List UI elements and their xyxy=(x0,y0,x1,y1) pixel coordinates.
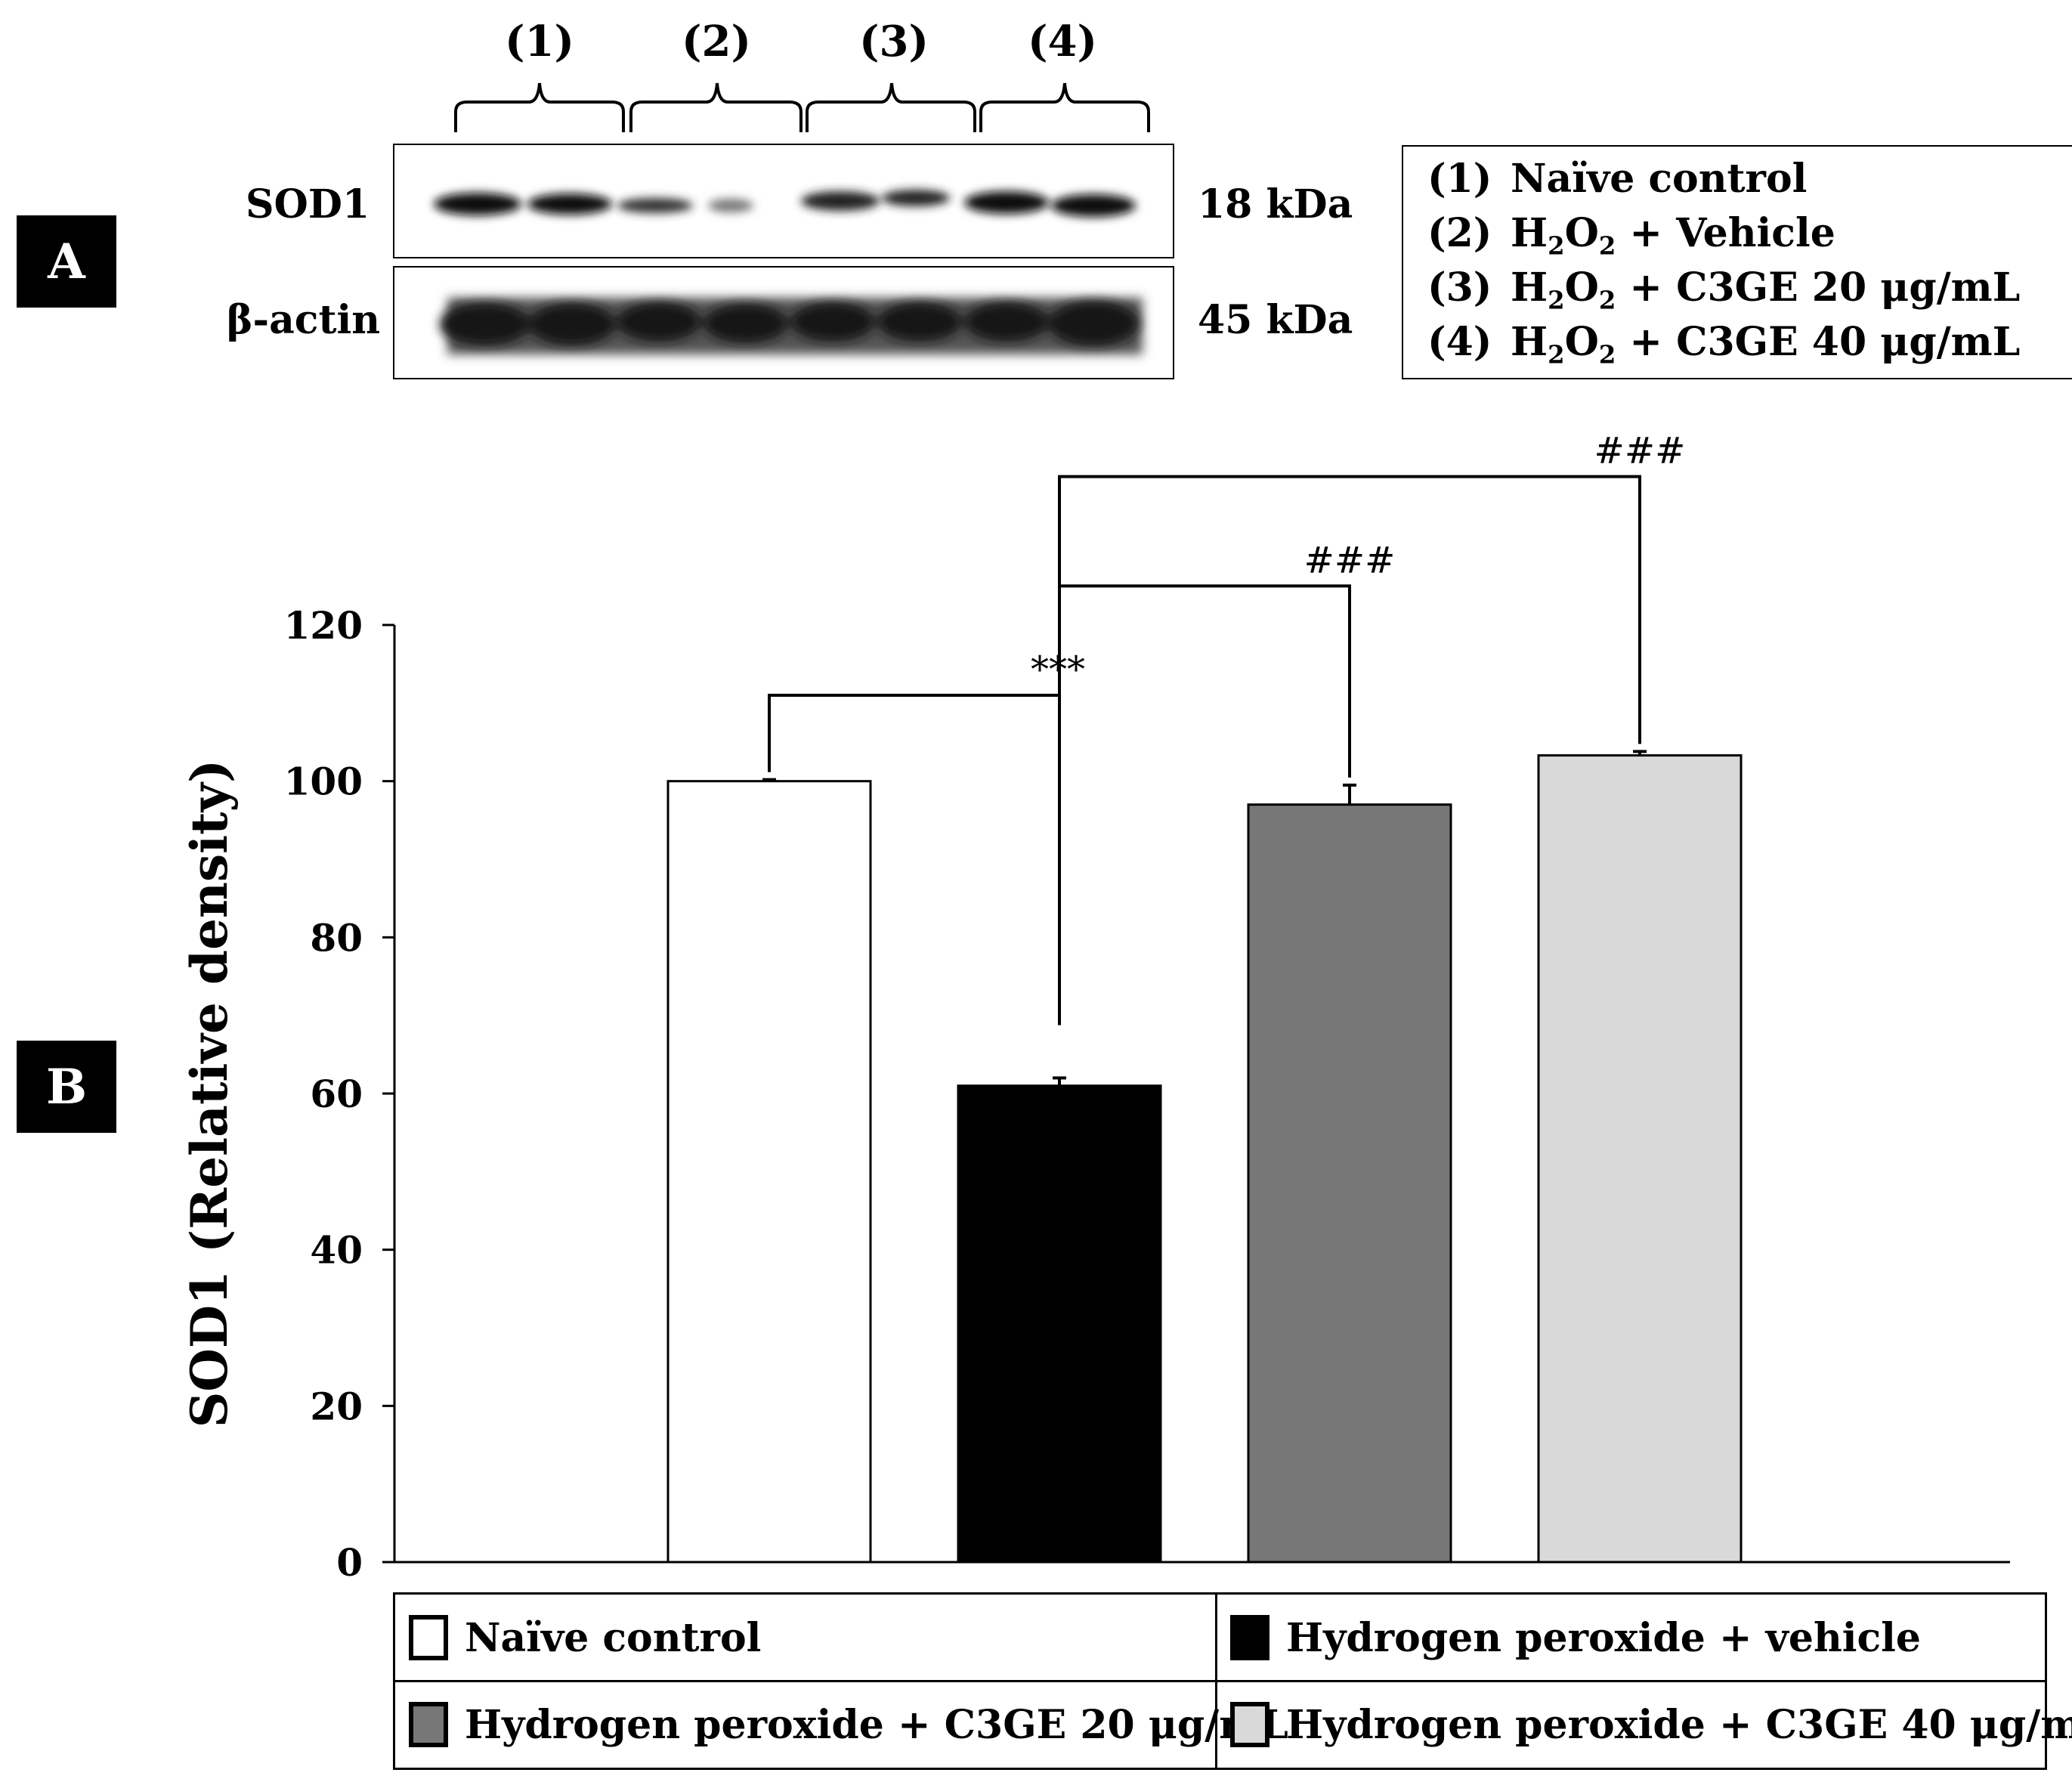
sod1-band xyxy=(1051,194,1136,217)
sod1-bands xyxy=(434,190,1136,217)
legend-swatch-naive xyxy=(409,1615,448,1660)
legend-swatch-c3ge-20 xyxy=(409,1702,448,1747)
key-row-1: (1) Naïve control xyxy=(1427,156,1808,202)
legend-item-naive: Naïve control xyxy=(409,1595,761,1681)
significance-label: ### xyxy=(1304,539,1396,581)
brace-4 xyxy=(979,82,1150,132)
sod1-band xyxy=(882,190,950,206)
sod1-band xyxy=(801,191,880,211)
actin-band xyxy=(617,302,701,342)
actin-band xyxy=(440,303,530,345)
key-row-2: (2) H2O2 + Vehicle xyxy=(1427,210,1835,261)
sod1-band xyxy=(964,191,1049,214)
brace-2 xyxy=(629,82,803,132)
group-label-3: (3) xyxy=(859,17,929,67)
actin-bands xyxy=(440,298,1143,354)
sod1-kda-label: 18 kDa xyxy=(1198,181,1353,227)
y-tick-label: 80 xyxy=(310,915,363,960)
legend-swatch-vehicle xyxy=(1230,1615,1269,1660)
brace-1 xyxy=(454,82,625,132)
y-tick-label: 120 xyxy=(284,603,363,648)
y-axis-label: SOD1 (Relative density) xyxy=(180,760,239,1428)
sod1-band xyxy=(617,198,693,213)
y-tick-label: 40 xyxy=(310,1228,363,1273)
y-tick-label: 60 xyxy=(310,1072,363,1116)
actin-band xyxy=(877,302,962,342)
significance-bracket xyxy=(1058,475,1641,1026)
actin-band xyxy=(704,304,788,343)
bar xyxy=(1247,803,1452,1564)
y-tick-label: 20 xyxy=(310,1384,363,1428)
sod1-band xyxy=(708,199,753,212)
actin-row-label: β-actin xyxy=(227,297,381,343)
actin-kda-label: 45 kDa xyxy=(1198,297,1353,343)
group-braces xyxy=(454,82,1150,132)
legend-swatch-c3ge-40 xyxy=(1230,1702,1269,1747)
key-row-4: (4) H2O2 + C3GE 40 μg/mL xyxy=(1427,319,2021,370)
group-label-1: (1) xyxy=(505,17,574,67)
bar xyxy=(957,1084,1162,1564)
actin-blot xyxy=(393,266,1174,379)
group-label-4: (4) xyxy=(1028,17,1097,67)
actin-band xyxy=(964,302,1049,342)
panel-a-tag: A xyxy=(17,215,116,308)
legend-item-c3ge-20: Hydrogen peroxide + C3GE 20 μg/mL xyxy=(409,1681,1288,1768)
group-label-2: (2) xyxy=(682,17,751,67)
actin-band xyxy=(528,303,616,345)
legend-item-c3ge-40: Hydrogen peroxide + C3GE 40 μg/mL xyxy=(1230,1681,2072,1768)
sod1-band xyxy=(527,193,612,215)
bar xyxy=(666,780,872,1564)
actin-band xyxy=(1048,301,1139,346)
brace-3 xyxy=(806,82,976,132)
sod1-row-label: SOD1 xyxy=(246,181,370,227)
chart-legend: Naïve control Hydrogen peroxide + vehicl… xyxy=(393,1592,2072,1770)
sod1-blot xyxy=(393,144,1174,258)
legend-item-vehicle: Hydrogen peroxide + vehicle xyxy=(1230,1595,1921,1681)
key-row-3: (3) H2O2 + C3GE 20 μg/mL xyxy=(1427,265,2021,315)
y-tick-label: 100 xyxy=(284,760,363,804)
panel-b-tag: B xyxy=(17,1041,116,1133)
y-tick-label: 0 xyxy=(336,1540,363,1585)
actin-band xyxy=(790,302,875,342)
bar xyxy=(1537,754,1743,1564)
significance-label: ### xyxy=(1594,430,1686,472)
group-key: (1) Naïve control (2) H2O2 + Vehicle (3) H2… xyxy=(1402,145,2072,379)
sod1-band xyxy=(434,193,521,215)
